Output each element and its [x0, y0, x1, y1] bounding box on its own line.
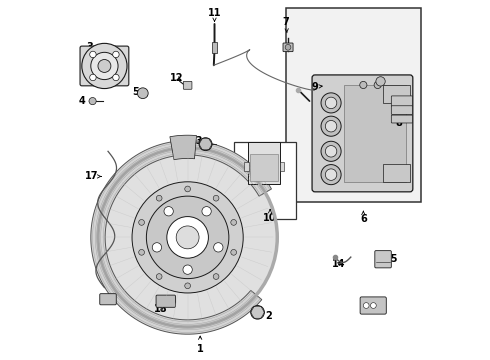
FancyBboxPatch shape	[360, 297, 386, 314]
Circle shape	[164, 207, 173, 216]
Text: 18: 18	[154, 304, 168, 314]
Circle shape	[113, 51, 119, 58]
Circle shape	[321, 116, 341, 136]
Circle shape	[98, 59, 111, 72]
Circle shape	[321, 93, 341, 113]
FancyBboxPatch shape	[283, 43, 293, 51]
FancyBboxPatch shape	[80, 46, 129, 86]
FancyBboxPatch shape	[392, 106, 413, 114]
Circle shape	[321, 141, 341, 161]
Circle shape	[213, 274, 219, 279]
Circle shape	[82, 43, 127, 89]
Text: 2: 2	[258, 311, 271, 321]
Circle shape	[202, 207, 211, 216]
Circle shape	[156, 195, 162, 201]
Polygon shape	[170, 135, 196, 160]
Bar	[234, 142, 296, 220]
Circle shape	[90, 51, 96, 58]
Bar	[383, 85, 410, 103]
Circle shape	[139, 249, 145, 255]
Circle shape	[360, 81, 367, 89]
Bar	[250, 154, 278, 181]
Circle shape	[183, 265, 192, 274]
FancyBboxPatch shape	[183, 81, 192, 89]
Circle shape	[376, 77, 385, 86]
Circle shape	[325, 145, 337, 157]
Polygon shape	[91, 140, 271, 334]
Circle shape	[231, 249, 237, 255]
Circle shape	[325, 121, 337, 132]
Text: 15: 15	[382, 254, 399, 264]
FancyBboxPatch shape	[375, 251, 392, 268]
Bar	[343, 85, 406, 182]
FancyBboxPatch shape	[156, 295, 175, 307]
Text: 12: 12	[170, 73, 184, 83]
Text: 8: 8	[392, 118, 403, 128]
Bar	[280, 162, 285, 171]
Circle shape	[176, 226, 199, 249]
Text: 11: 11	[208, 8, 221, 21]
Bar	[286, 8, 421, 202]
Circle shape	[90, 74, 96, 81]
Circle shape	[231, 220, 237, 225]
Circle shape	[152, 243, 162, 252]
Circle shape	[213, 195, 219, 201]
Circle shape	[325, 97, 337, 109]
FancyBboxPatch shape	[100, 294, 116, 305]
Circle shape	[98, 148, 277, 327]
Bar	[383, 164, 410, 182]
Bar	[212, 42, 218, 53]
Circle shape	[167, 217, 208, 258]
Circle shape	[185, 283, 191, 289]
Text: 3: 3	[87, 42, 100, 52]
Circle shape	[132, 182, 243, 293]
Text: 13: 13	[190, 136, 203, 145]
Text: 4: 4	[78, 96, 94, 106]
Circle shape	[370, 303, 376, 309]
Circle shape	[364, 303, 369, 309]
Text: 5: 5	[132, 87, 143, 97]
Text: 14: 14	[332, 259, 345, 269]
Text: 6: 6	[360, 211, 367, 224]
Text: 17: 17	[85, 171, 101, 181]
Circle shape	[214, 243, 223, 252]
Circle shape	[321, 165, 341, 185]
Text: 10: 10	[263, 210, 277, 222]
Circle shape	[185, 186, 191, 192]
Circle shape	[199, 138, 212, 150]
Circle shape	[285, 44, 291, 50]
Circle shape	[325, 169, 337, 180]
Bar	[248, 142, 280, 184]
Text: 1: 1	[197, 336, 203, 354]
Bar	[245, 162, 248, 171]
FancyBboxPatch shape	[312, 75, 413, 192]
Circle shape	[89, 98, 96, 105]
Text: 9: 9	[312, 82, 322, 92]
Circle shape	[137, 88, 148, 99]
Circle shape	[113, 74, 119, 81]
Circle shape	[156, 274, 162, 279]
Circle shape	[139, 220, 145, 225]
Text: 7: 7	[283, 17, 290, 33]
Circle shape	[91, 52, 118, 80]
Circle shape	[251, 306, 265, 319]
Circle shape	[374, 81, 381, 89]
Circle shape	[147, 196, 229, 279]
Text: 16: 16	[364, 304, 377, 314]
FancyBboxPatch shape	[392, 115, 413, 123]
FancyBboxPatch shape	[392, 96, 413, 106]
